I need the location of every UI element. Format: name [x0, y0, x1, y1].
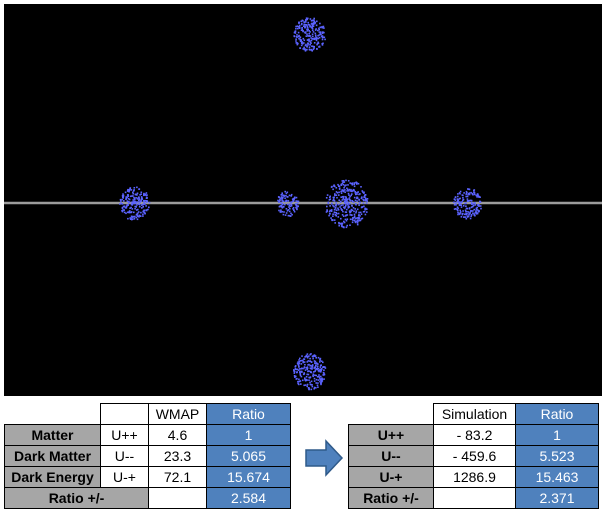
header-wmap: WMAP: [148, 403, 207, 425]
footer-value: [148, 487, 207, 509]
row-ratio: 5.065: [206, 445, 291, 467]
row-ratio: 5.523: [515, 445, 599, 467]
row-value: 1286.9: [433, 466, 516, 488]
particle-clusters: [119, 17, 482, 391]
footer-ratio: 2.371: [515, 487, 599, 509]
cluster-bottom: [293, 353, 327, 391]
footer-value: [433, 487, 516, 509]
header-blank-cell: [348, 403, 434, 425]
row-label: Matter: [4, 424, 101, 446]
particle-canvas: [4, 17, 602, 391]
row-ratio: 1: [206, 424, 291, 446]
row-label: Dark Matter: [4, 445, 101, 467]
table-row: Dark Matter U-- 23.3 5.065: [4, 445, 291, 467]
footer-label: Ratio +/-: [4, 487, 149, 509]
row-value: 72.1: [148, 466, 207, 488]
table-row: U-+ 1286.9 15.463: [348, 466, 599, 488]
cluster-left: [119, 186, 151, 221]
row-ratio: 15.674: [206, 466, 291, 488]
row-label: Dark Energy: [4, 466, 101, 488]
header-blank-cell: [4, 403, 101, 425]
row-ratio: 1: [515, 424, 599, 446]
cluster-top: [293, 17, 326, 52]
cluster-center-small: [277, 190, 300, 217]
table-row: U++ - 83.2 1: [348, 424, 599, 446]
table-header-row: Simulation Ratio: [348, 403, 599, 425]
table-footer-row: Ratio +/- 2.371: [348, 487, 599, 509]
footer-label: Ratio +/-: [348, 487, 434, 509]
table-row: Matter U++ 4.6 1: [4, 424, 291, 446]
header-blank-cell: [100, 403, 149, 425]
row-code: U-+: [348, 466, 434, 488]
row-value: - 459.6: [433, 445, 516, 467]
particle-visualization: [4, 4, 602, 396]
header-simulation: Simulation: [433, 403, 516, 425]
row-code: U--: [100, 445, 149, 467]
header-ratio: Ratio: [206, 403, 291, 425]
cluster-right: [453, 188, 482, 220]
row-value: 4.6: [148, 424, 207, 446]
row-code: U--: [348, 445, 434, 467]
simulation-table: Simulation Ratio U++ - 83.2 1 U-- - 459.…: [348, 403, 599, 509]
row-code: U-+: [100, 466, 149, 488]
table-row: Dark Energy U-+ 72.1 15.674: [4, 466, 291, 488]
header-ratio: Ratio: [515, 403, 599, 425]
row-code: U++: [100, 424, 149, 446]
row-ratio: 15.463: [515, 466, 599, 488]
cluster-center-large: [325, 179, 369, 229]
row-value: - 83.2: [433, 424, 516, 446]
footer-ratio: 2.584: [206, 487, 291, 509]
row-code: U++: [348, 424, 434, 446]
arrow-right-icon: [305, 439, 344, 477]
wmap-table: WMAP Ratio Matter U++ 4.6 1 Dark Matter …: [4, 403, 291, 509]
row-value: 23.3: [148, 445, 207, 467]
table-row: U-- - 459.6 5.523: [348, 445, 599, 467]
table-footer-row: Ratio +/- 2.584: [4, 487, 291, 509]
table-header-row: WMAP Ratio: [4, 403, 291, 425]
